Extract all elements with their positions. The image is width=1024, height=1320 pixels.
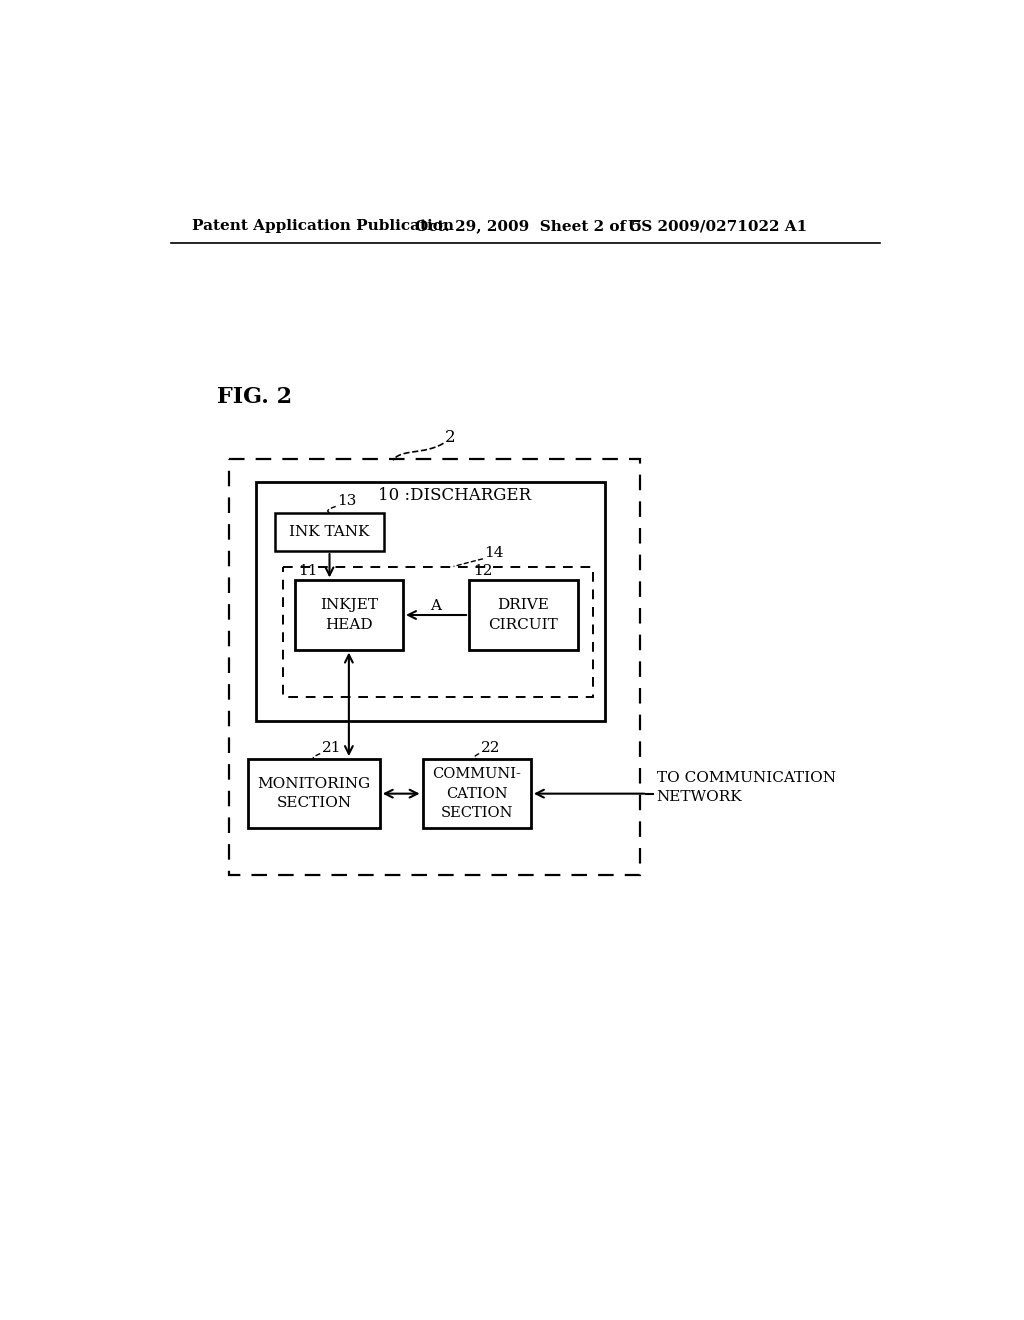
Text: 10 :DISCHARGER: 10 :DISCHARGER	[378, 487, 531, 504]
Text: TO COMMUNICATION
NETWORK: TO COMMUNICATION NETWORK	[656, 771, 836, 804]
Text: Oct. 29, 2009  Sheet 2 of 5: Oct. 29, 2009 Sheet 2 of 5	[415, 219, 642, 234]
Text: FIG. 2: FIG. 2	[217, 385, 292, 408]
Text: 22: 22	[480, 742, 500, 755]
Text: INKJET
HEAD: INKJET HEAD	[319, 598, 378, 632]
Text: COMMUNI-
CATION
SECTION: COMMUNI- CATION SECTION	[432, 767, 521, 820]
Text: US 2009/0271022 A1: US 2009/0271022 A1	[628, 219, 807, 234]
Bar	[228, 459, 640, 874]
Bar	[256, 482, 604, 721]
Text: A: A	[430, 599, 441, 612]
Bar	[283, 566, 593, 697]
Text: DRIVE
CIRCUIT: DRIVE CIRCUIT	[488, 598, 558, 632]
Bar	[423, 759, 531, 829]
Text: 12: 12	[473, 564, 493, 578]
Text: MONITORING
SECTION: MONITORING SECTION	[257, 777, 371, 810]
Bar	[275, 512, 384, 552]
Bar	[248, 759, 380, 829]
Text: Patent Application Publication: Patent Application Publication	[191, 219, 454, 234]
Text: 21: 21	[322, 742, 341, 755]
Text: 2: 2	[444, 429, 455, 446]
Text: 14: 14	[484, 545, 504, 560]
Bar	[469, 581, 578, 649]
Text: INK TANK: INK TANK	[290, 525, 370, 539]
Text: 13: 13	[337, 494, 356, 508]
Bar	[295, 581, 403, 649]
Text: 11: 11	[299, 564, 318, 578]
